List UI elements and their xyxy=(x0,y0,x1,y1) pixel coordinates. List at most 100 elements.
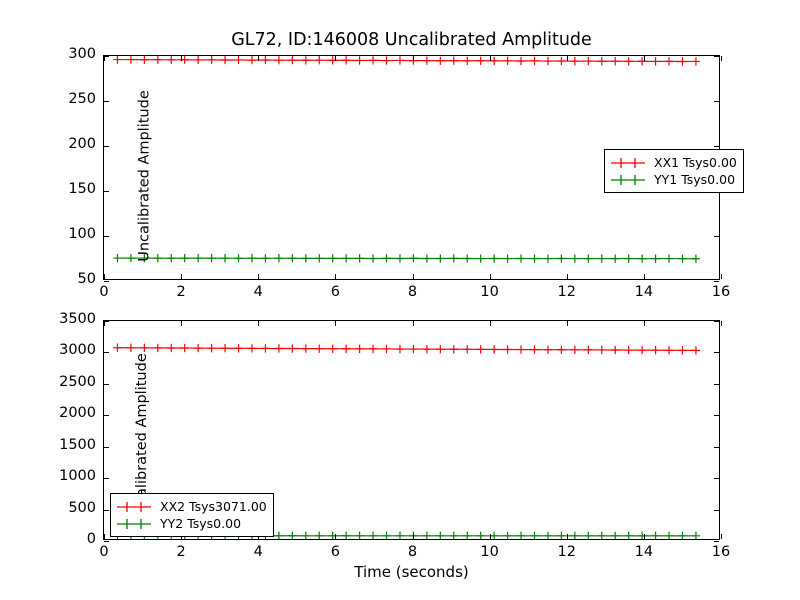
x-tick xyxy=(721,56,722,61)
y-tick xyxy=(104,56,109,57)
x-tick xyxy=(489,534,491,539)
data-series xyxy=(113,253,701,263)
x-tick-label: 8 xyxy=(407,544,418,560)
y-tick-label: 300 xyxy=(68,46,96,62)
y-tick xyxy=(714,281,719,282)
x-tick xyxy=(489,321,491,326)
y-tick xyxy=(104,509,109,511)
x-tick xyxy=(181,56,183,61)
x-tick-label: 4 xyxy=(253,284,263,300)
y-tick xyxy=(714,478,719,480)
y-tick xyxy=(714,541,719,542)
x-tick-label: 10 xyxy=(480,284,499,300)
x-tick-label: 0 xyxy=(99,544,109,560)
x-tick xyxy=(258,274,260,279)
y-tick xyxy=(714,415,719,417)
x-tick xyxy=(104,274,105,279)
data-series xyxy=(113,343,701,355)
x-tick-label: 8 xyxy=(407,284,418,300)
y-tick xyxy=(104,446,109,448)
x-tick-label: 16 xyxy=(711,284,731,300)
x-tick xyxy=(721,321,722,326)
y-tick-label: 2500 xyxy=(59,373,96,390)
y-tick xyxy=(104,191,109,192)
y-tick-label: 150 xyxy=(68,181,96,197)
x-tick xyxy=(258,56,260,61)
x-tick-label: 12 xyxy=(557,284,576,300)
y-tick xyxy=(104,541,109,542)
x-tick xyxy=(412,274,414,279)
legend-marker-red-icon xyxy=(116,500,152,514)
legend-marker-green-icon xyxy=(610,173,646,187)
y-tick xyxy=(104,415,109,417)
x-tick xyxy=(335,274,337,279)
y-tick xyxy=(714,352,719,354)
x-tick xyxy=(643,56,645,61)
y-tick-label: 50 xyxy=(77,271,96,287)
y-tick-label: 250 xyxy=(68,91,96,107)
y-tick xyxy=(104,236,109,237)
x-tick xyxy=(181,321,183,326)
legend-bottom: XX2 Tsys3071.00 YY2 Tsys0.00 xyxy=(110,493,274,537)
y-tick xyxy=(104,281,109,282)
x-tick xyxy=(489,56,491,61)
chart-axes-top: Uncalibrated Amplitude XX1 Tsys0.00 YY1 … xyxy=(68,46,744,300)
y-tick xyxy=(104,352,109,354)
x-tick-label: 16 xyxy=(711,544,731,560)
x-tick-label: 0 xyxy=(99,284,109,300)
x-tick-label: 6 xyxy=(330,544,340,560)
y-tick-label: 3500 xyxy=(59,311,96,327)
y-tick xyxy=(714,146,719,147)
legend-label: YY1 Tsys0.00 xyxy=(654,171,736,187)
x-tick xyxy=(104,534,105,539)
y-tick xyxy=(714,236,719,237)
y-tick-label: 0 xyxy=(86,531,96,547)
legend-item: XX1 Tsys0.00 xyxy=(610,154,737,171)
x-tick xyxy=(181,274,183,279)
x-tick xyxy=(721,534,722,539)
x-axis-label: Time (seconds) xyxy=(354,563,469,581)
x-tick xyxy=(489,274,491,279)
y-tick xyxy=(104,478,109,480)
x-tick xyxy=(104,56,105,61)
y-tick xyxy=(714,101,719,102)
x-tick-label: 4 xyxy=(253,544,263,560)
y-tick xyxy=(714,56,719,57)
x-tick-label: 14 xyxy=(634,544,654,560)
y-tick xyxy=(714,509,719,511)
plot-area-top xyxy=(104,56,719,279)
x-tick xyxy=(412,56,414,61)
y-tick-label: 500 xyxy=(68,499,96,516)
x-tick xyxy=(412,321,414,326)
x-tick xyxy=(335,321,337,326)
x-tick xyxy=(721,274,722,279)
x-tick xyxy=(104,321,105,326)
legend-item: XX2 Tsys3071.00 xyxy=(116,498,267,515)
x-tick xyxy=(566,321,568,326)
x-tick-label: 10 xyxy=(480,544,499,560)
y-axis-label-top: Uncalibrated Amplitude xyxy=(136,90,153,262)
x-tick-label: 6 xyxy=(330,284,340,300)
x-tick-label: 14 xyxy=(634,284,654,300)
y-tick xyxy=(104,383,109,385)
series-canvas-top xyxy=(113,56,701,263)
y-tick xyxy=(714,321,719,322)
legend-item: YY2 Tsys0.00 xyxy=(116,515,267,532)
x-tick xyxy=(566,534,568,539)
x-tick xyxy=(643,274,645,279)
legend-item: YY1 Tsys0.00 xyxy=(610,171,737,188)
x-tick xyxy=(566,56,568,61)
y-tick xyxy=(104,146,109,147)
y-tick-label: 2000 xyxy=(59,405,96,422)
y-tick-label: 1000 xyxy=(59,468,96,485)
y-tick xyxy=(104,101,109,102)
data-series xyxy=(113,56,701,66)
legend-label: YY2 Tsys0.00 xyxy=(160,515,242,531)
legend-marker-green-icon xyxy=(116,517,152,531)
y-tick xyxy=(714,446,719,448)
y-tick-label: 1500 xyxy=(59,436,96,453)
chart-axes-bottom: Uncalibrated Amplitude XX2 Tsys3071.00 Y… xyxy=(59,311,730,560)
x-tick xyxy=(335,534,337,539)
x-tick-label: 2 xyxy=(176,284,186,300)
